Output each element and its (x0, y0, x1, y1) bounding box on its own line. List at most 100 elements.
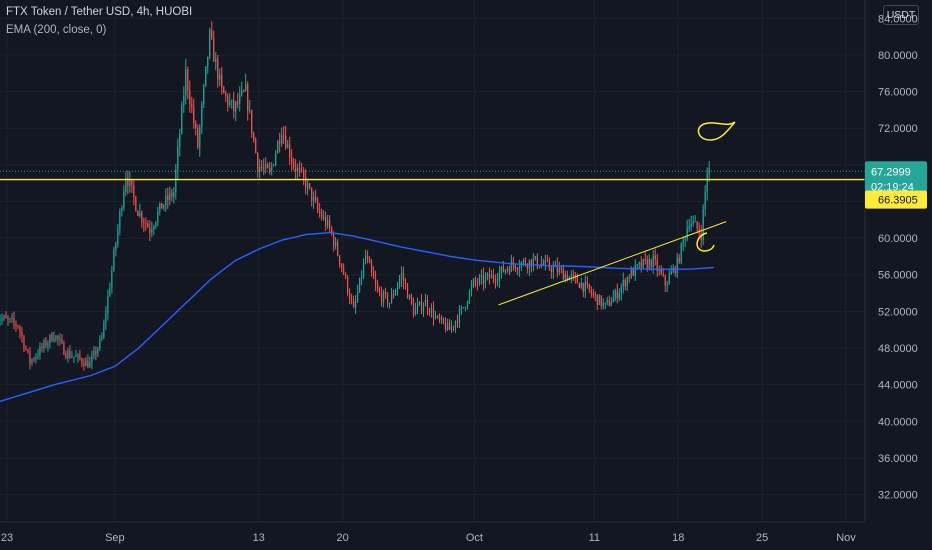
chart-title[interactable]: FTX Token / Tether USD, 4h, HUOBI (6, 6, 193, 18)
price-axis-label: 56.0000 (878, 270, 918, 282)
candle-body (17, 325, 19, 327)
candle-body (498, 272, 501, 281)
candle-body (386, 294, 389, 305)
trendline-drawing[interactable] (498, 221, 727, 306)
candle-body (115, 243, 117, 251)
candle-body (446, 322, 449, 331)
candle-body (678, 257, 680, 263)
candle-body (630, 269, 632, 278)
candle-body (91, 356, 93, 363)
candle-body (432, 308, 435, 319)
candle-body (151, 229, 153, 233)
candle-body (213, 37, 215, 62)
candle-body (474, 279, 477, 283)
candle-body (135, 196, 137, 212)
time-axis-label: 25 (756, 532, 768, 544)
candle-body (155, 222, 157, 227)
candle-body (113, 250, 115, 271)
candle-body (658, 269, 660, 271)
candle-body (269, 168, 271, 171)
candle-body (0, 320, 1, 322)
candle-body (644, 259, 646, 261)
candle-body (1, 318, 3, 321)
candle-body (566, 274, 568, 281)
candle-body (346, 276, 349, 294)
candle-body (209, 29, 211, 57)
candle-body (247, 84, 249, 111)
time-axis-label: 23 (1, 532, 13, 544)
candle-body (235, 101, 237, 112)
candle-body (452, 326, 455, 328)
candle-body (694, 221, 696, 223)
candle-body (253, 132, 255, 140)
candle-body (616, 290, 618, 299)
candle-body (239, 94, 241, 104)
candle-body (161, 203, 163, 209)
time-axis[interactable] (0, 522, 932, 550)
candle-body (580, 282, 582, 288)
candle-body (325, 217, 327, 227)
candle-body (698, 228, 700, 234)
candle-body (231, 100, 233, 102)
candle-body (702, 209, 704, 240)
candle-body (289, 144, 291, 158)
candle-body (502, 266, 505, 272)
loop-drawing[interactable] (697, 121, 736, 141)
candle-body (666, 283, 668, 286)
candle-body (660, 269, 662, 274)
candle-body (59, 339, 61, 341)
candle-body (197, 128, 199, 148)
candle-body (332, 234, 335, 247)
candle-body (43, 341, 45, 348)
candle-body (291, 157, 293, 163)
candle-body (402, 273, 405, 282)
candle-body (552, 266, 554, 273)
candle-body (494, 278, 497, 282)
candle-body (99, 338, 101, 349)
candle-body (195, 123, 197, 129)
candle-body (510, 261, 513, 272)
candle-body (358, 277, 361, 293)
candle-body (472, 279, 475, 286)
candle-body (185, 69, 187, 96)
candle-body (67, 351, 69, 358)
candle-body (49, 334, 51, 343)
candle-body (87, 360, 89, 368)
candle-body (175, 170, 177, 193)
candle-body (19, 326, 21, 332)
candle-body (199, 126, 201, 148)
price-axis[interactable] (865, 0, 932, 550)
countdown-timer: 02:19:24 (871, 181, 914, 193)
candle-body (29, 351, 31, 364)
candle-body (261, 166, 263, 168)
candle-body (273, 164, 275, 166)
candle-body (530, 259, 533, 267)
candle-body (145, 223, 147, 225)
candle-body (193, 107, 195, 124)
currency-button[interactable]: USDT (883, 5, 919, 25)
candle-body (482, 275, 485, 284)
small-circle-drawing[interactable] (696, 232, 715, 252)
time-axis-label: 11 (589, 532, 600, 544)
candle-body (63, 342, 65, 355)
candle-body (33, 359, 35, 361)
current-price-value: 67.2999 (871, 166, 911, 178)
candle-body (574, 274, 576, 277)
price-axis-label: 44.0000 (878, 380, 918, 392)
candle-body (317, 200, 319, 210)
candle-body (263, 167, 265, 169)
time-axis-label: 18 (672, 532, 684, 544)
candle-body (680, 243, 682, 263)
candle-body (295, 167, 297, 172)
candle-body (307, 183, 309, 189)
ema-legend[interactable]: EMA (200, close, 0) (6, 24, 107, 36)
plot-area[interactable] (0, 0, 865, 522)
candle-body (458, 309, 461, 323)
candle-body (305, 177, 307, 189)
candle-body (257, 152, 259, 172)
candle-body (313, 197, 315, 202)
candle-body (470, 285, 473, 292)
candle-body (612, 296, 614, 303)
candle-body (600, 295, 602, 307)
